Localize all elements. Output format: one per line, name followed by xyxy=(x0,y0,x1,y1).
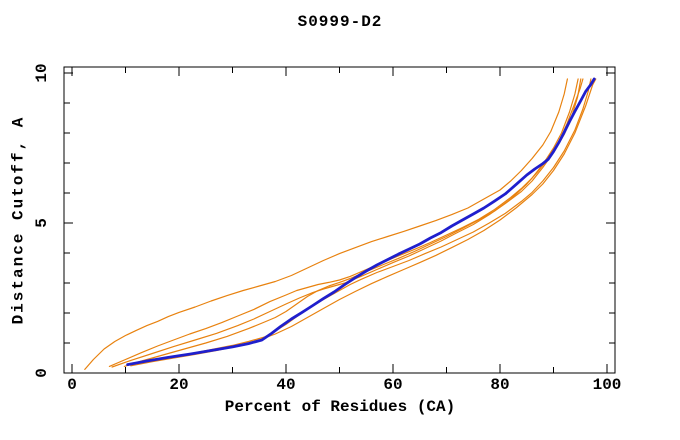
y-axis-label-container: Distance Cutoff, A xyxy=(0,0,36,440)
y-axis-label: Distance Cutoff, A xyxy=(9,115,28,325)
series-line-model-2 xyxy=(108,78,579,367)
series-line-model-4 xyxy=(123,78,584,367)
x-tick-label: 60 xyxy=(383,376,403,394)
axis-box xyxy=(63,66,616,374)
x-tick-label: 0 xyxy=(67,376,77,394)
series-line-reference xyxy=(126,77,596,367)
series-line-model-3 xyxy=(111,78,582,368)
x-axis-label: Percent of Residues (CA) xyxy=(224,398,456,416)
chart-title: S0999-D2 xyxy=(297,13,383,31)
x-tick-label: 80 xyxy=(490,376,510,394)
series-line-model-1 xyxy=(84,78,569,370)
series-line-model-6 xyxy=(130,78,597,367)
x-tick-label: 40 xyxy=(276,376,296,394)
series-line-model-5 xyxy=(126,78,592,366)
y-tick-label: 10 xyxy=(33,63,51,83)
x-tick-label: 100 xyxy=(592,376,622,394)
y-tick-label: 5 xyxy=(33,218,51,228)
x-tick-label: 20 xyxy=(169,376,189,394)
y-tick-label: 0 xyxy=(33,368,51,378)
